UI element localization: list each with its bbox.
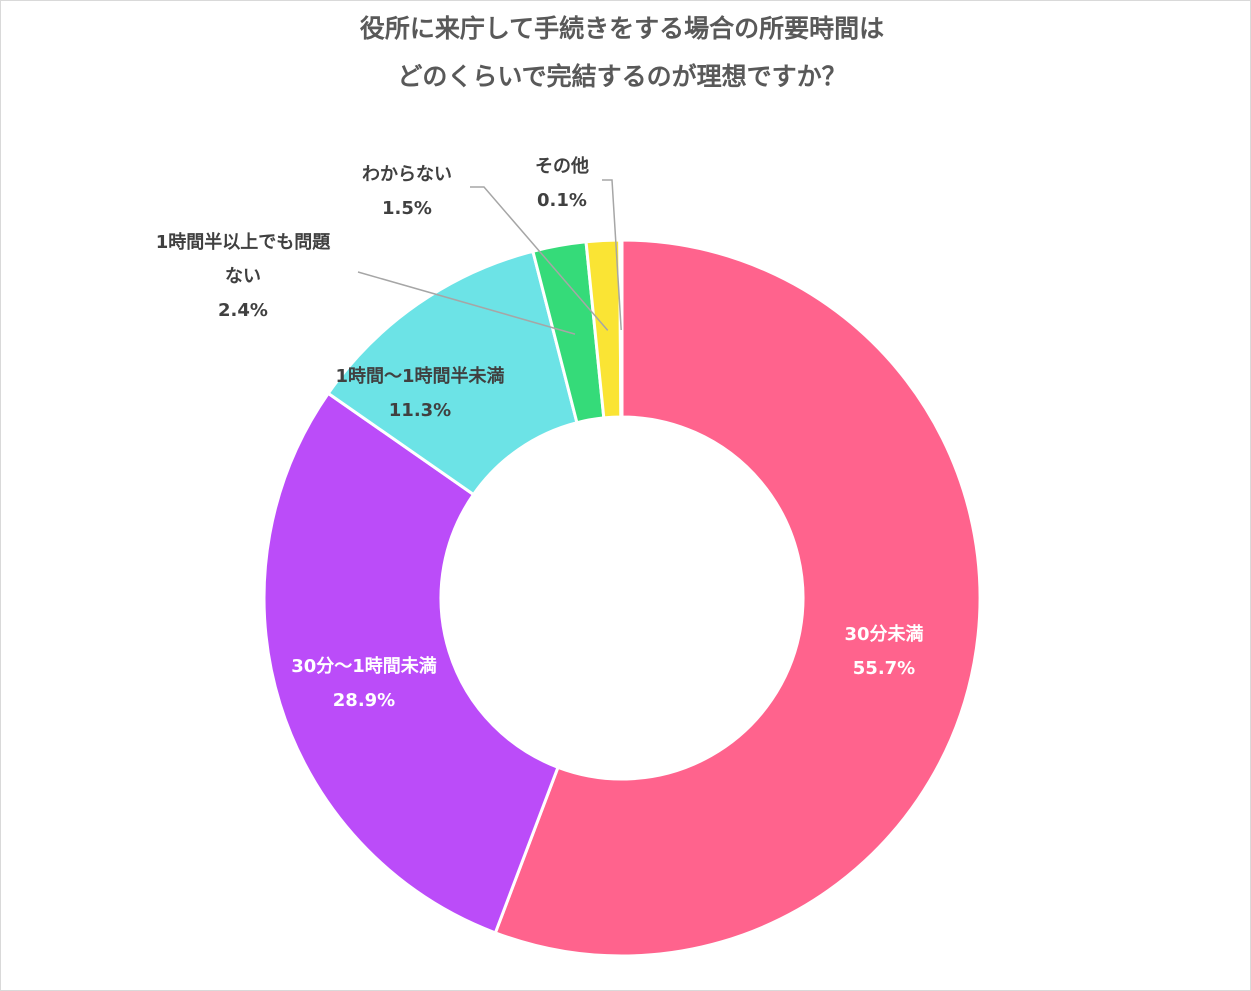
chart-title-line-2: どのくらいで完結するのが理想ですか？: [397, 62, 846, 91]
data-label-0: 30分未満 55.7%: [844, 623, 923, 679]
category-label-2-line-0: 1時間～1時間半未満: [335, 365, 504, 387]
chart-title-line-1: 役所に来庁して手続きをする場合の所要時間は: [360, 14, 884, 43]
category-label-1-line-0: 30分～1時間未満: [291, 655, 437, 677]
slice-1: [262, 391, 560, 935]
leader-line-3: [357, 271, 576, 335]
chart-title: 役所に来庁して手続きをする場合の所要時間は どのくらいで完結するのが理想ですか？: [360, 14, 884, 91]
data-label-5: その他 0.1%: [535, 155, 589, 211]
leader-line-5: [602, 179, 622, 331]
category-label-5-line-0: その他: [535, 155, 589, 177]
slice-2: [326, 249, 579, 497]
value-label-0: 55.7%: [853, 658, 915, 679]
data-label-1: 30分～1時間未満 28.9%: [291, 655, 437, 711]
value-label-5: 0.1%: [537, 190, 587, 211]
data-label-2: 1時間～1時間半未満 11.3%: [335, 365, 504, 421]
leader-lines: [357, 179, 622, 335]
slice-0: [493, 238, 982, 958]
data-labels: 30分未満55.7%30分～1時間未満28.9%1時間～1時間半未満11.3%1…: [156, 155, 924, 711]
category-label-4-line-0: わからない: [362, 164, 452, 185]
value-label-1: 28.9%: [333, 690, 395, 711]
value-label-3: 2.4%: [218, 300, 268, 321]
value-label-2: 11.3%: [389, 400, 451, 421]
donut-slices: [262, 238, 982, 958]
category-label-3-line-1: ない: [225, 266, 261, 287]
category-label-0-line-0: 30分未満: [844, 623, 923, 645]
value-label-4: 1.5%: [382, 198, 432, 219]
data-label-4: わからない 1.5%: [362, 164, 452, 219]
category-label-3-line-0: 1時間半以上でも問題: [156, 231, 332, 253]
leader-line-4: [470, 186, 609, 331]
